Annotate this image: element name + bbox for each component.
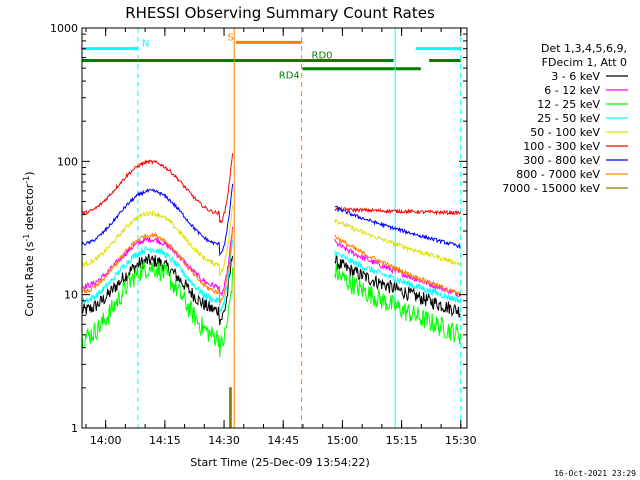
- flag-bars: N S RD0 RD4: [82, 32, 461, 82]
- svg-text:Count Rate (s-1 detector-1): Count Rate (s-1 detector-1): [22, 171, 36, 316]
- series-line-300-800keV: [81, 183, 234, 257]
- y-tick-label: 100: [57, 155, 78, 168]
- x-tick-label: 14:15: [149, 434, 181, 447]
- series-line-800-7000keV: [334, 234, 461, 297]
- legend-entry-label: 50 - 100 keV: [530, 126, 600, 139]
- series-line-800-7000keV: [81, 229, 234, 304]
- legend-entry-label: 6 - 12 keV: [544, 84, 600, 97]
- series-line-olive: [229, 387, 232, 428]
- series-line-300-800keV: [334, 205, 461, 249]
- y-axis-label: Count Rate (s-1 detector-1): [22, 171, 36, 316]
- legend-entry-label: 800 - 7000 keV: [516, 168, 600, 181]
- legend-entry-label: 100 - 300 keV: [523, 140, 600, 153]
- chart-title: RHESSI Observing Summary Count Rates: [125, 4, 435, 22]
- timestamp: 16-Oct-2021 23:29: [554, 469, 636, 478]
- flag-label-n: N: [142, 39, 149, 50]
- legend-header: Det 1,3,4,5,6,9,: [541, 42, 627, 55]
- x-tick-label: 14:30: [208, 434, 240, 447]
- x-tick-label: 15:30: [445, 434, 477, 447]
- legend-entry-label: 7000 - 15000 keV: [502, 182, 600, 195]
- x-tick-label: 14:00: [90, 434, 122, 447]
- series-line-12-25keV: [81, 260, 234, 357]
- plot-frame: [81, 27, 468, 429]
- legend-header: FDecim 1, Att 0: [542, 56, 627, 69]
- series-line-50-100keV: [334, 218, 461, 267]
- flag-label-s: S: [227, 32, 233, 43]
- series-line-25-50keV: [334, 250, 461, 304]
- legend: Det 1,3,4,5,6,9,FDecim 1, Att 03 - 6 keV…: [502, 42, 628, 195]
- series-line-3-6keV: [81, 253, 234, 326]
- y-axis: 1 10 100 1000: [50, 22, 467, 435]
- series-line-100-300keV: [334, 206, 461, 216]
- series-line-12-25keV: [334, 263, 461, 344]
- y-tick-label: 1000: [50, 22, 78, 35]
- x-tick-label: 14:45: [267, 434, 299, 447]
- instrument-lines: [137, 28, 462, 428]
- series-line-25-50keV: [81, 239, 234, 313]
- series-line-100-300keV: [81, 153, 234, 224]
- flag-label-rd0: RD0: [312, 51, 333, 62]
- series-line-50-100keV: [81, 204, 234, 277]
- x-axis-label: Start Time (25-Dec-09 13:54:22): [190, 456, 370, 469]
- series-lines: [81, 153, 461, 428]
- legend-entry-label: 3 - 6 keV: [551, 70, 600, 83]
- x-tick-label: 15:15: [386, 434, 418, 447]
- x-tick-label: 15:00: [327, 434, 359, 447]
- y-tick-label: 1: [71, 422, 78, 435]
- y-tick-label: 10: [64, 289, 78, 302]
- flag-label-rd4: RD4: [279, 71, 300, 82]
- series-line-3-6keV: [334, 255, 461, 318]
- legend-entry-label: 25 - 50 keV: [537, 112, 600, 125]
- legend-entry-label: 12 - 25 keV: [537, 98, 600, 111]
- x-axis: 14:00 14:15 14:30 14:45 15:00 15:15 15:30: [85, 28, 477, 447]
- legend-entry-label: 300 - 800 keV: [523, 154, 600, 167]
